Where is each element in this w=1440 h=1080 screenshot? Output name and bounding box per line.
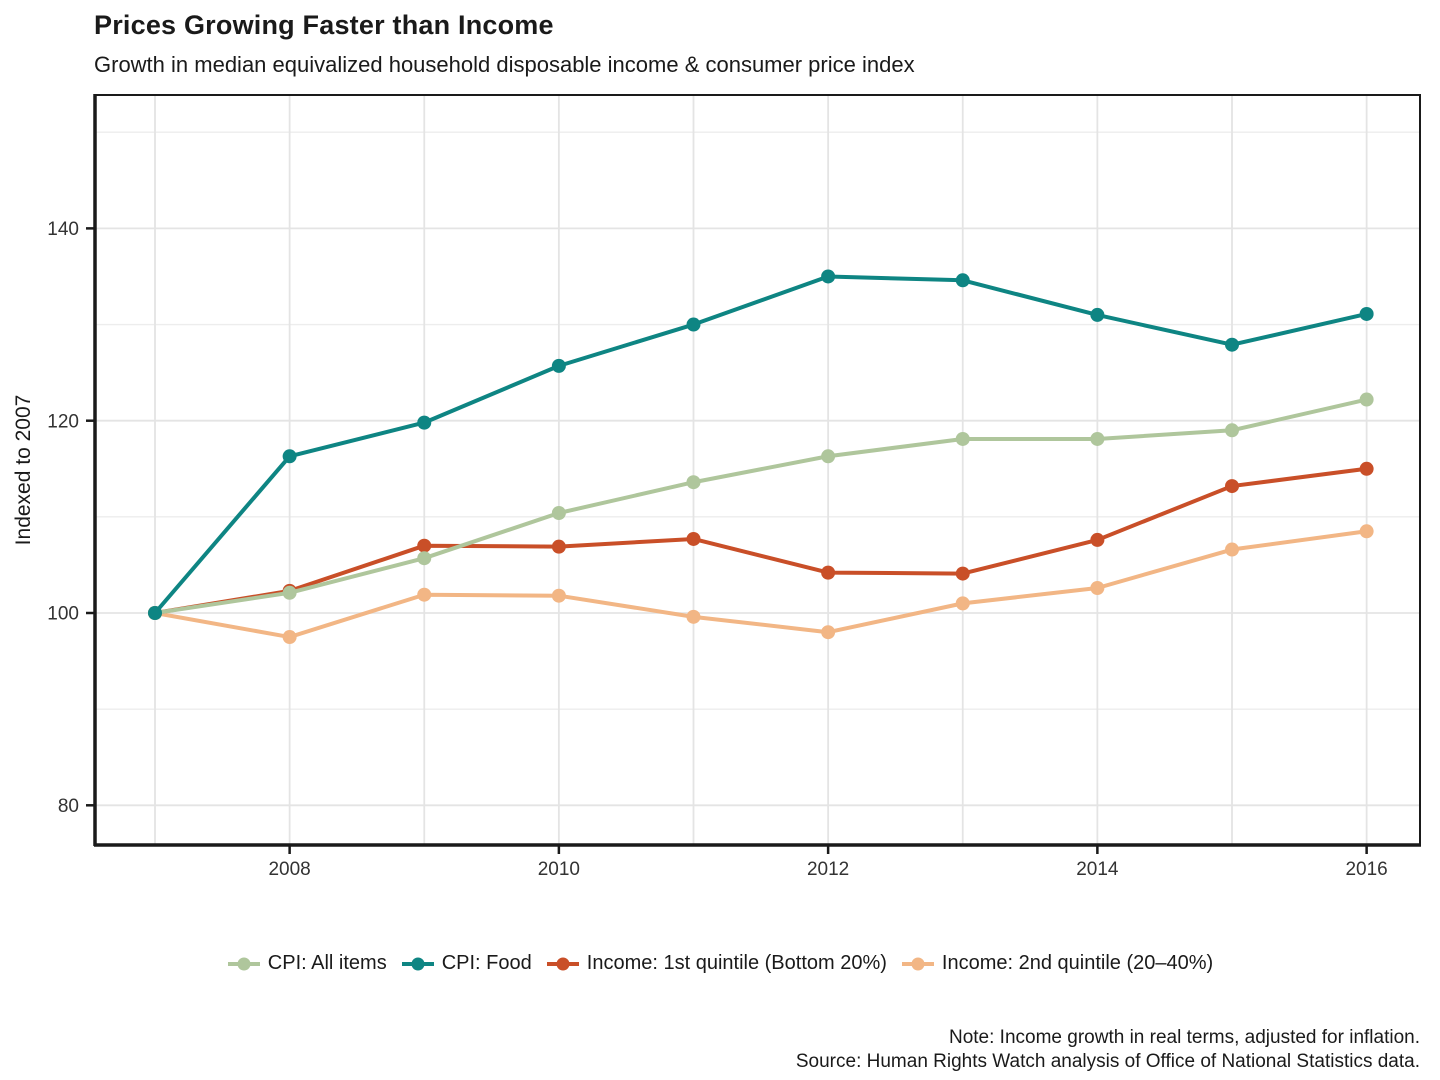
- chart-source: Source: Human Rights Watch analysis of O…: [795, 1051, 1420, 1072]
- legend-key-icon: [901, 957, 934, 970]
- data-point: [1225, 542, 1239, 557]
- data-point: [1090, 532, 1105, 547]
- series-line: [153, 397, 1369, 615]
- x-tick-label: 2014: [1076, 859, 1119, 880]
- data-point: [417, 538, 432, 553]
- data-point: [551, 358, 566, 373]
- data-point: [282, 630, 297, 645]
- data-point: [686, 475, 701, 490]
- data-point: [821, 269, 836, 284]
- data-point: [1359, 392, 1374, 407]
- chart-title: Prices Growing Faster than Income: [94, 10, 554, 40]
- data-point: [955, 273, 970, 288]
- legend-label: CPI: Food: [441, 952, 532, 974]
- data-point: [1225, 479, 1239, 494]
- data-point: [1090, 431, 1105, 446]
- data-point: [686, 609, 701, 624]
- series-line: [153, 529, 1369, 640]
- data-point: [821, 625, 836, 640]
- data-point: [148, 606, 162, 620]
- data-point: [1359, 524, 1374, 539]
- legend-item: Income: 2nd quintile (20–40%): [901, 952, 1213, 975]
- data-point: [1090, 307, 1105, 322]
- legend-item: CPI: All items: [227, 952, 387, 975]
- y-tick-label: 140: [47, 219, 79, 240]
- data-point: [955, 431, 970, 446]
- series-line: [153, 274, 1369, 615]
- line-chart: 80 100 120 140 2008 2010 2012 2014 2016 Indexed t…: [12, 94, 1421, 880]
- data-point: [551, 539, 566, 554]
- legend-item: CPI: Food: [401, 952, 532, 975]
- data-point: [955, 596, 970, 611]
- chart-note: Note: Income growth in real terms, adjus…: [948, 1027, 1420, 1048]
- legend-key-icon: [227, 957, 260, 970]
- chart-notes: Note: Income growth in real terms, adjus…: [796, 1026, 1420, 1074]
- data-point: [282, 449, 297, 464]
- data-point: [821, 565, 836, 580]
- series-line: [153, 466, 1369, 615]
- data-point: [1359, 461, 1374, 476]
- x-tick-label: 2010: [538, 859, 580, 880]
- x-tick-label: 2016: [1345, 859, 1387, 880]
- data-point: [1090, 580, 1105, 595]
- x-tick-label: 2008: [268, 859, 310, 880]
- y-tick-label: 120: [47, 411, 79, 432]
- data-point: [417, 415, 432, 430]
- data-point: [282, 585, 297, 600]
- legend-item: Income: 1st quintile (Bottom 20%): [546, 952, 887, 975]
- data-point: [1225, 423, 1239, 438]
- y-axis-title: Indexed to 2007: [12, 395, 35, 546]
- x-tick-label: 2012: [807, 859, 849, 880]
- data-point: [417, 551, 432, 566]
- data-point: [551, 505, 566, 520]
- legend-label: Income: 1st quintile (Bottom 20%): [586, 952, 887, 974]
- legend-key-icon: [546, 957, 579, 970]
- data-point: [1225, 337, 1239, 352]
- data-point: [686, 317, 701, 332]
- data-point: [686, 531, 701, 546]
- legend-label: Income: 2nd quintile (20–40%): [941, 952, 1214, 974]
- data-point: [955, 566, 970, 581]
- data-point: [551, 588, 566, 603]
- legend-key-icon: [401, 957, 434, 970]
- data-point: [821, 449, 836, 464]
- data-point: [417, 587, 432, 602]
- y-tick-label: 100: [47, 604, 79, 625]
- legend-label: CPI: All items: [267, 952, 387, 974]
- data-point: [1359, 306, 1374, 321]
- chart-subtitle: Growth in median equivalized household d…: [94, 52, 915, 77]
- y-tick-label: 80: [58, 796, 79, 817]
- chart-legend: CPI: All items CPI: Food Income: 1st quint…: [0, 952, 1440, 975]
